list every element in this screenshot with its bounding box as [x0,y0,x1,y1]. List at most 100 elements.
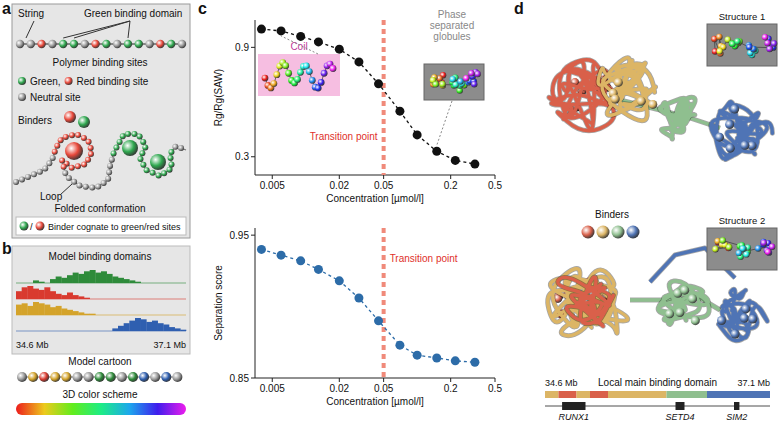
chain-bead [716,34,722,40]
annotation: Coil [290,41,307,52]
track-bin [73,273,79,283]
track-bin [124,315,130,316]
track-bin [101,299,107,300]
track-bin [135,282,141,283]
track-bin [180,299,186,300]
track-bin [95,273,101,283]
binder-legend [597,226,610,239]
chain-bead [42,165,48,171]
track-bin [124,323,130,331]
chain-bead [743,251,749,257]
track-bin [90,331,96,332]
inset [707,228,777,270]
chain-bead [31,171,37,177]
track-bin [146,283,152,284]
y-tick-label: 0.3 [235,151,249,162]
chain-bead [62,170,68,176]
legend-box [16,217,186,235]
site-bead [145,40,153,48]
annotation-line: Phase [438,9,467,20]
track-bin [112,299,118,300]
x-axis-title: Concentration [µmol/l] [326,396,424,407]
domain-segment [667,391,708,398]
annotation: Phaseseparatedglobules [430,9,474,42]
x-tick [339,378,340,382]
data-point [277,251,286,260]
gene [676,402,685,410]
track-bin [163,325,169,332]
binder [748,314,757,323]
tube-shadow [718,289,767,340]
tube [718,289,767,340]
chain-bead [85,157,91,163]
chain-bead [111,150,117,156]
legend-dot [18,93,26,101]
annotation-line: globules [433,31,470,42]
track-bin [124,279,130,283]
label: 34.6 Mb [16,340,49,350]
chain-bead [273,71,280,78]
label: 34.6 Mb [545,378,578,388]
inset [424,64,484,100]
legend-dot [18,77,26,85]
chain-bead [433,81,439,87]
track-bin [56,294,62,299]
site-bead [91,40,99,48]
track-bin [50,331,56,332]
track-bin [50,291,56,299]
track-bin [33,331,39,332]
tube-shadow [548,269,628,336]
y-tick-label: 0.95 [230,230,250,241]
chain-bead [168,161,174,167]
track-bin [44,287,50,299]
data-point [470,358,479,367]
binder [740,314,749,323]
track-bin [163,299,169,300]
track-bin [67,331,73,332]
cartoon-bead [161,372,171,382]
y-axis-title: Rg/Rg(SAW) [213,69,224,126]
y-tick-label: 0.85 [230,373,250,384]
data-point [335,276,344,285]
domain-segment [559,391,577,398]
x-tick [495,378,496,382]
label: Local main binding domain [598,377,717,388]
chain-bead [262,75,269,82]
label: Loop [40,191,63,202]
track-bin [22,283,28,284]
label: / [30,221,33,232]
track-bin [44,283,50,284]
track-bin [50,279,56,283]
gene [734,402,739,410]
gene-label: SIM2 [726,412,747,422]
x-tick [450,175,451,179]
x-tick-label: 0.2 [444,180,458,191]
pointer [437,101,452,145]
data-point [314,265,323,274]
binder-legend [612,226,625,239]
track-bin [39,290,45,299]
chain-bead [161,170,167,176]
chain-bead [117,139,123,145]
chain-bead [270,80,277,87]
chain-bead [463,75,469,81]
track-bin [61,309,67,316]
label: Red binding site [77,76,149,87]
track-bin [39,303,45,315]
binder [648,100,657,109]
chain-bead [76,183,82,189]
chain-bead [138,156,144,162]
binder [614,78,623,87]
track-bin [33,302,39,315]
chain-bead [726,244,732,250]
cartoon-bead [50,372,60,382]
track-bin [67,293,73,300]
arrow [26,21,34,38]
track-bin [90,299,96,300]
chain-bead [50,155,56,161]
chain-bead [762,34,768,40]
track-bin [56,331,62,332]
binder [64,111,76,123]
label: Polymer binding sites [52,57,147,68]
track-bin [175,328,181,331]
